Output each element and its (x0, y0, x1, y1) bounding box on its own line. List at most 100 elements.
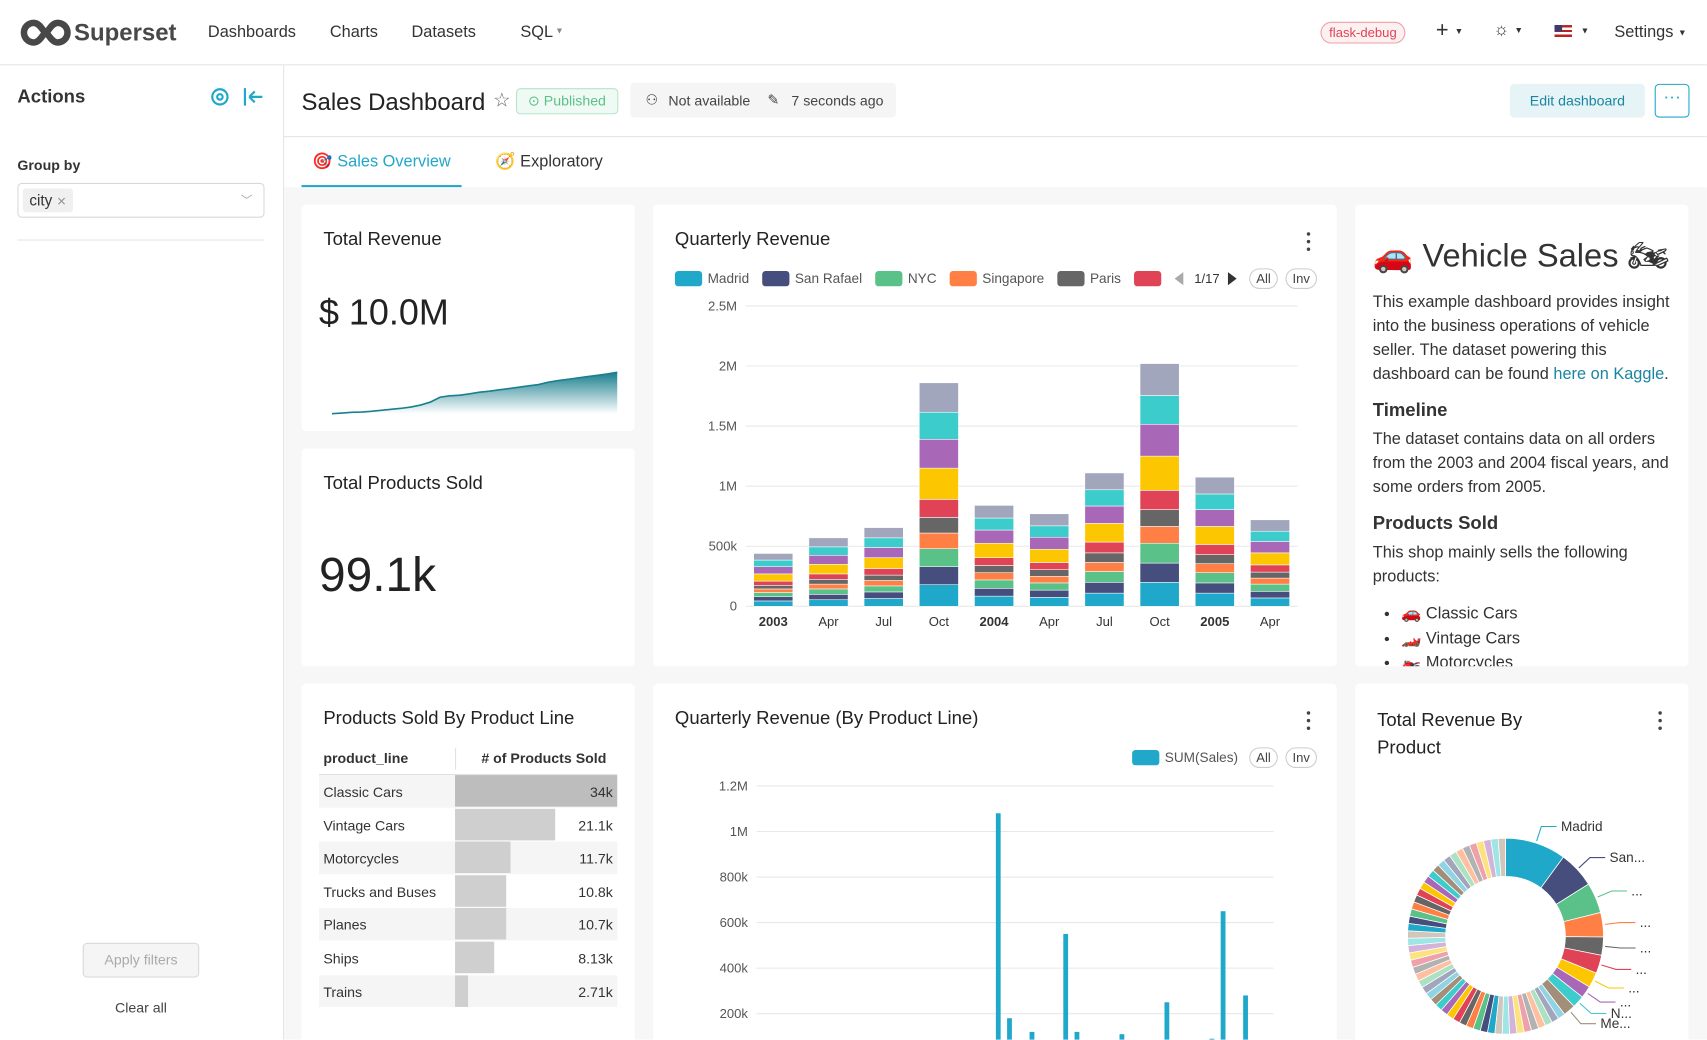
label-line (1587, 992, 1616, 1003)
cell: Motorcycles (323, 850, 399, 867)
group-by-select[interactable]: city ✕ ﹀ (17, 182, 265, 218)
bar-segment (863, 598, 904, 607)
y-tick-label: 400k (720, 960, 749, 975)
favorite-star[interactable]: ☆ (493, 89, 511, 112)
bar-segment (1084, 571, 1125, 583)
bar-segment (1029, 576, 1070, 584)
plus-menu[interactable]: + ▼ (1435, 18, 1464, 43)
divider (17, 239, 265, 241)
x-tick-label: 2003 (759, 614, 788, 629)
slice-label: Madrid (1561, 819, 1603, 834)
bar-segment (974, 588, 1014, 597)
x-tick-label: Jul (1096, 614, 1113, 629)
tab[interactable]: 🧭 Exploratory (495, 152, 603, 171)
cell-bar (455, 775, 618, 807)
language-flag[interactable] (1554, 25, 1572, 38)
tab-active[interactable]: 🎯 Sales Overview (301, 151, 462, 188)
menu-dot[interactable] (1306, 239, 1311, 244)
legend-label[interactable]: SUM(Sales) (1165, 750, 1238, 765)
slice-label: San... (1610, 850, 1646, 865)
legend-swatch[interactable] (762, 271, 790, 287)
settings-menu[interactable]: Settings ▼ (1614, 22, 1687, 42)
y-tick-label: 500k (709, 539, 738, 554)
bar-segment (1139, 363, 1180, 396)
col-divider (455, 747, 457, 770)
edit-button[interactable]: Edit dashboard (1509, 83, 1645, 118)
theme-menu[interactable]: ☼ ▼ (1493, 20, 1523, 40)
bar (1164, 1002, 1170, 1040)
md-title: 🚗 Vehicle Sales 🏍 (1372, 238, 1670, 275)
md-link[interactable]: here on Kaggle (1553, 364, 1665, 384)
legend-button[interactable]: Inv (1293, 271, 1311, 286)
bar-segment (1029, 597, 1070, 607)
legend-button[interactable]: Inv (1293, 750, 1311, 765)
nav-item[interactable]: Dashboards (207, 22, 296, 42)
status-tag[interactable]: ⊙ Published (515, 88, 618, 115)
legend-swatch[interactable] (949, 271, 977, 287)
bar-segment (1084, 505, 1125, 524)
md-paragraph: This example dashboard provides insight … (1373, 291, 1678, 387)
bar-segment (863, 585, 904, 593)
legend-label[interactable]: San Rafael (795, 271, 862, 286)
legend-swatch[interactable] (674, 271, 703, 287)
filter-label: Group by (17, 156, 81, 174)
legend-label[interactable]: Paris (1090, 271, 1121, 286)
cell: Trains (323, 983, 363, 1000)
legend-swatch[interactable] (875, 271, 903, 287)
nav-item[interactable]: SQL (520, 22, 554, 42)
legend-button[interactable]: All (1256, 750, 1271, 765)
menu-dot[interactable] (1306, 726, 1311, 731)
nav-item[interactable]: Datasets (411, 22, 476, 42)
legend-swatch[interactable] (1134, 271, 1162, 287)
bar-segment (1194, 582, 1235, 594)
menu-dot[interactable] (1306, 718, 1311, 723)
bar-segment (918, 411, 959, 440)
brand[interactable]: Superset (74, 18, 177, 46)
md-paragraph: The dataset contains data on all orders … (1372, 429, 1669, 497)
bar-segment (808, 579, 849, 585)
bar-segment (863, 527, 904, 539)
select-chip[interactable]: city ✕ (22, 188, 74, 213)
bar-segment (753, 596, 794, 602)
md-text: This example dashboard provides insight … (1372, 292, 1670, 384)
big-number: 99.1k (318, 548, 437, 602)
legend-label[interactable]: S (1167, 271, 1176, 286)
bar-segment (1029, 569, 1070, 577)
x-tick-label: Oct (1149, 614, 1170, 629)
legend-button-border (1249, 747, 1278, 769)
apply-button[interactable]: Apply filters (82, 942, 200, 978)
bar-segment (863, 568, 904, 576)
legend-label[interactable]: Madrid (708, 271, 750, 286)
metadata-bar: ⚇ Not available ✎ 7 seconds ago (630, 82, 896, 118)
legend-next[interactable] (1227, 272, 1237, 286)
chip-label: city (29, 191, 53, 210)
legend-swatch[interactable] (1057, 271, 1085, 287)
bar-segment (1250, 583, 1290, 592)
bar-segment (974, 595, 1014, 607)
bar-segment (1194, 493, 1235, 510)
bar-segment (1084, 472, 1125, 491)
menu-dot[interactable] (1658, 711, 1662, 715)
nav-item[interactable]: Charts (329, 22, 378, 42)
more-button[interactable]: ··· (1654, 83, 1690, 118)
bar-segment (808, 537, 849, 548)
legend-prev[interactable] (1174, 272, 1184, 286)
legend-button-border (1285, 268, 1317, 290)
sidebar-icons[interactable] (209, 85, 266, 109)
menu-dot[interactable] (1658, 718, 1662, 723)
bar (1243, 995, 1248, 1040)
legend-label[interactable]: NYC (908, 271, 937, 286)
legend-label[interactable]: Singapore (982, 271, 1044, 286)
y-tick-label: 0 (730, 599, 737, 614)
menu-dot[interactable] (1306, 232, 1311, 236)
menu-dot[interactable] (1658, 726, 1662, 731)
legend-button[interactable]: All (1256, 271, 1271, 286)
bar-segment (1029, 548, 1070, 563)
menu-dot[interactable] (1306, 711, 1311, 715)
bar-segment (863, 547, 904, 558)
bar-segment (863, 557, 904, 569)
legend-swatch[interactable] (1132, 750, 1160, 766)
clear-button[interactable]: Clear all (115, 999, 167, 1016)
menu-dot[interactable] (1306, 247, 1311, 252)
owner-icon: ⚇ (645, 91, 659, 108)
